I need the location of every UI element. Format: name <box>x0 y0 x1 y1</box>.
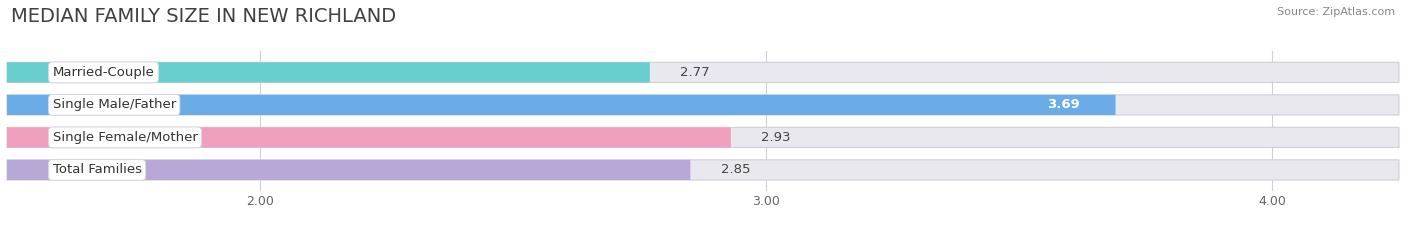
Text: 3.69: 3.69 <box>1047 98 1080 111</box>
Text: 2.77: 2.77 <box>681 66 710 79</box>
FancyBboxPatch shape <box>7 127 731 147</box>
Text: 2.85: 2.85 <box>721 163 751 176</box>
FancyBboxPatch shape <box>7 62 650 82</box>
Text: Single Female/Mother: Single Female/Mother <box>52 131 197 144</box>
FancyBboxPatch shape <box>7 95 1115 115</box>
FancyBboxPatch shape <box>7 160 690 180</box>
Text: Total Families: Total Families <box>52 163 142 176</box>
Text: Married-Couple: Married-Couple <box>52 66 155 79</box>
FancyBboxPatch shape <box>7 127 1399 147</box>
FancyBboxPatch shape <box>7 62 1399 82</box>
FancyBboxPatch shape <box>7 160 1399 180</box>
Text: Source: ZipAtlas.com: Source: ZipAtlas.com <box>1277 7 1395 17</box>
Text: MEDIAN FAMILY SIZE IN NEW RICHLAND: MEDIAN FAMILY SIZE IN NEW RICHLAND <box>11 7 396 26</box>
Text: 2.93: 2.93 <box>761 131 790 144</box>
Text: Single Male/Father: Single Male/Father <box>52 98 176 111</box>
FancyBboxPatch shape <box>7 95 1399 115</box>
